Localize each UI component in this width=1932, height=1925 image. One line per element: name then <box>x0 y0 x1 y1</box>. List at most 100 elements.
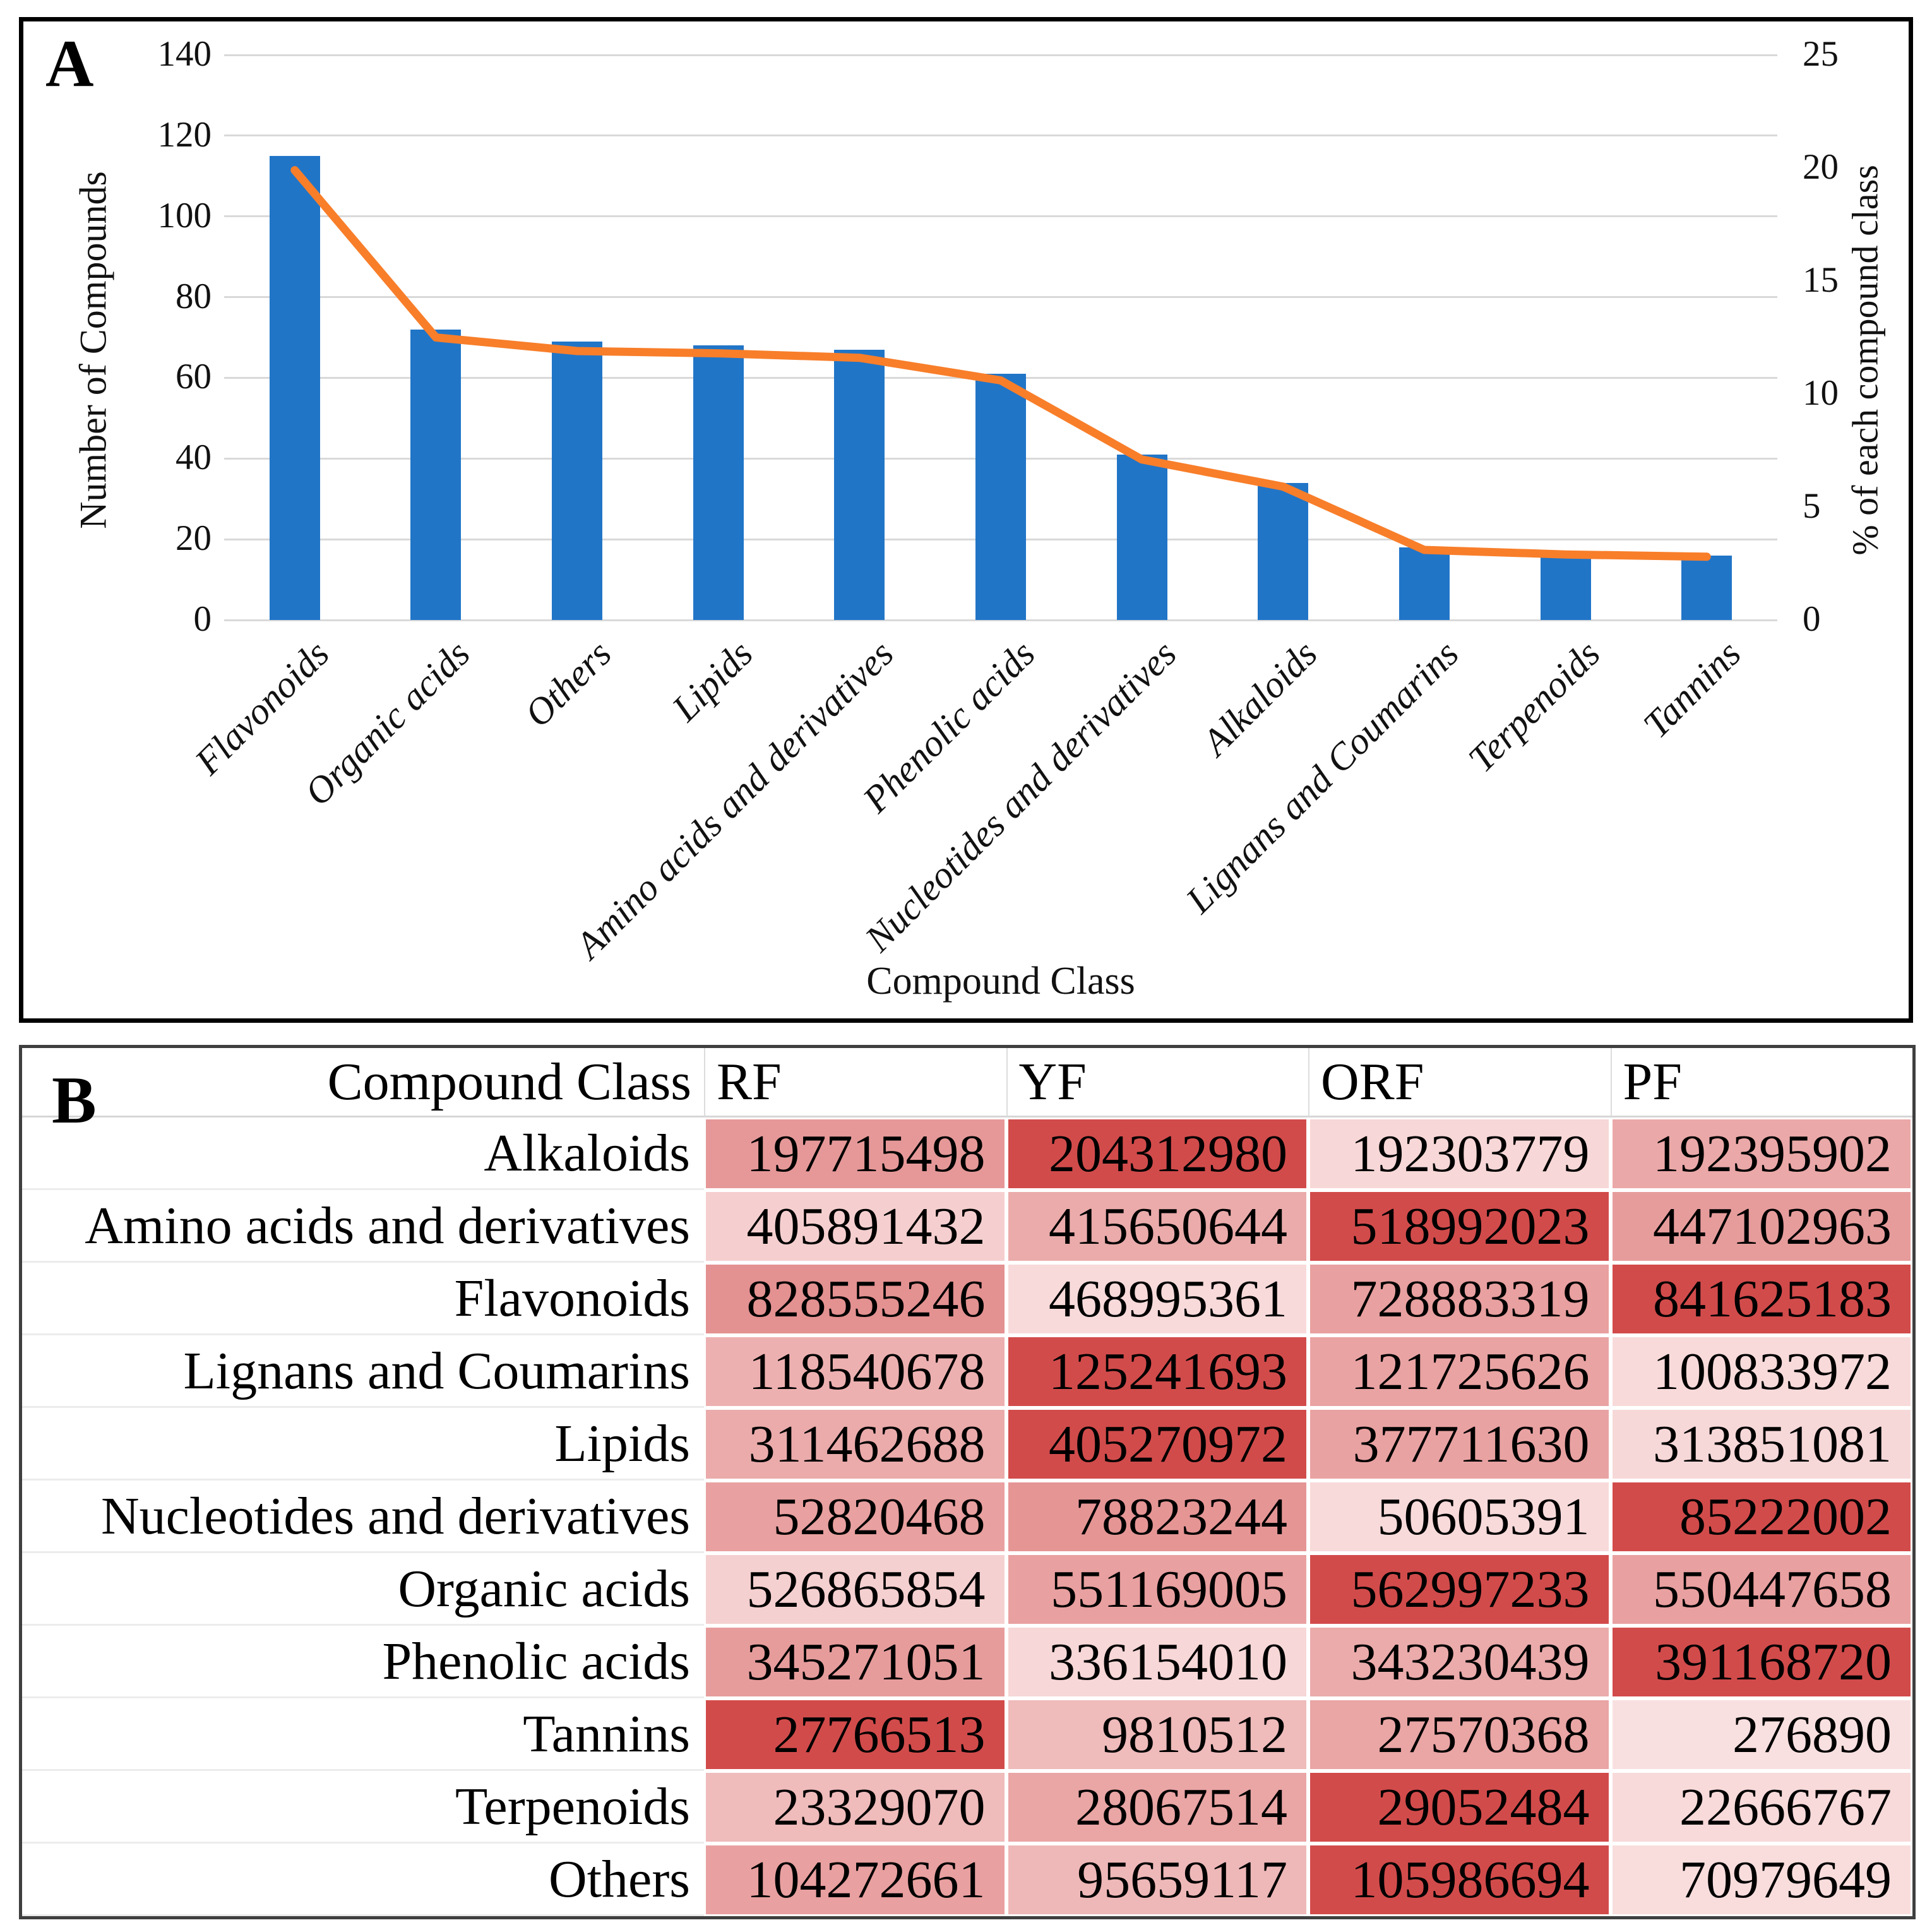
bar-terpenoids <box>1540 551 1591 620</box>
heatmap-cell-flavonoids-pf: 841625183 <box>1610 1263 1912 1335</box>
panel-b-label: B <box>52 1063 97 1137</box>
gridline <box>224 215 1777 218</box>
right-axis-tick: 10 <box>1803 373 1839 413</box>
heatmap-cell-terpenoids-yf: 28067514 <box>1006 1771 1308 1844</box>
left-axis-tick: 40 <box>176 438 212 478</box>
heatmap-cell-others-yf: 95659117 <box>1006 1844 1308 1916</box>
heatmap-cell-tannins-yf: 9810512 <box>1006 1698 1308 1771</box>
row-label-amino-acids-and-derivatives: Amino acids and derivatives <box>22 1190 704 1263</box>
column-header-compound-class: Compound Class <box>22 1048 704 1117</box>
right-axis-tick: 20 <box>1803 147 1839 187</box>
row-label-terpenoids: Terpenoids <box>22 1771 704 1844</box>
right-axis-tick: 15 <box>1803 260 1839 300</box>
heatmap-cell-organic-acids-rf: 526865854 <box>704 1553 1006 1626</box>
heatmap-cell-nucleotides-and-derivatives-orf: 50605391 <box>1308 1481 1611 1553</box>
heatmap-cell-phenolic-acids-orf: 343230439 <box>1308 1626 1611 1698</box>
row-label-tannins: Tannins <box>22 1698 704 1771</box>
right-axis-tick: 0 <box>1803 599 1821 639</box>
row-label-nucleotides-and-derivatives: Nucleotides and derivatives <box>22 1481 704 1553</box>
bar-phenolic-acids <box>975 374 1026 620</box>
heatmap-cell-organic-acids-pf: 550447658 <box>1610 1553 1912 1626</box>
left-axis-title: Number of Compounds <box>72 171 114 529</box>
heatmap-cell-lignans-and-coumarins-yf: 125241693 <box>1006 1335 1308 1408</box>
heatmap-cell-lipids-yf: 405270972 <box>1006 1408 1308 1481</box>
heatmap-cell-others-pf: 70979649 <box>1610 1844 1912 1916</box>
right-axis-tick: 5 <box>1803 486 1821 526</box>
heatmap-table: Compound Class RF YF ORF PF Alkaloids 19771549… <box>19 1045 1916 1919</box>
heatmap-cell-flavonoids-rf: 828555246 <box>704 1263 1006 1335</box>
heatmap-cell-amino-acids-and-derivatives-rf: 405891432 <box>704 1190 1006 1263</box>
right-axis-title: % of each compound class <box>1844 165 1886 556</box>
heatmap-cell-tannins-pf: 276890 <box>1610 1698 1912 1771</box>
heatmap-cell-alkaloids-orf: 192303779 <box>1308 1117 1611 1190</box>
row-label-phenolic-acids: Phenolic acids <box>22 1626 704 1698</box>
heatmap-cell-amino-acids-and-derivatives-orf: 518992023 <box>1308 1190 1611 1263</box>
heatmap-cell-lignans-and-coumarins-rf: 118540678 <box>704 1335 1006 1408</box>
left-axis-tick: 100 <box>157 195 212 235</box>
heatmap-cell-nucleotides-and-derivatives-rf: 52820468 <box>704 1481 1006 1553</box>
column-header-pf: PF <box>1610 1048 1912 1117</box>
heatmap-cell-organic-acids-yf: 551169005 <box>1006 1553 1308 1626</box>
heatmap-cell-lipids-pf: 313851081 <box>1610 1408 1912 1481</box>
bar-flavonoids <box>269 155 320 620</box>
heatmap-cell-others-rf: 104272661 <box>704 1844 1006 1916</box>
heatmap-cell-alkaloids-yf: 204312980 <box>1006 1117 1308 1190</box>
column-header-yf: YF <box>1006 1048 1308 1117</box>
left-axis-tick: 0 <box>193 599 212 639</box>
heatmap-cell-organic-acids-orf: 562997233 <box>1308 1553 1611 1626</box>
heatmap-cell-alkaloids-pf: 192395902 <box>1610 1117 1912 1190</box>
heatmap-cell-phenolic-acids-pf: 391168720 <box>1610 1626 1912 1698</box>
heatmap-cell-phenolic-acids-yf: 336154010 <box>1006 1626 1308 1698</box>
heatmap-cell-flavonoids-yf: 468995361 <box>1006 1263 1308 1335</box>
heatmap-cell-flavonoids-orf: 728883319 <box>1308 1263 1611 1335</box>
percent-line-series <box>290 166 1711 561</box>
bar-tannins <box>1681 555 1732 620</box>
heatmap-cell-amino-acids-and-derivatives-yf: 415650644 <box>1006 1190 1308 1263</box>
heatmap-cell-terpenoids-orf: 29052484 <box>1308 1771 1611 1844</box>
heatmap-cell-lipids-orf: 377711630 <box>1308 1408 1611 1481</box>
bar-lignans-and-coumarins <box>1398 547 1450 620</box>
panel-a-frame <box>19 17 1913 1023</box>
column-header-orf: ORF <box>1308 1048 1611 1117</box>
left-axis-tick: 140 <box>157 34 212 74</box>
left-axis-tick: 80 <box>176 276 212 316</box>
heatmap-cell-amino-acids-and-derivatives-pf: 447102963 <box>1610 1190 1912 1263</box>
heatmap-cell-nucleotides-and-derivatives-yf: 78823244 <box>1006 1481 1308 1553</box>
right-axis-tick: 25 <box>1803 34 1839 74</box>
bar-organic-acids <box>410 329 462 620</box>
heatmap-cell-lignans-and-coumarins-orf: 121725626 <box>1308 1335 1611 1408</box>
heatmap-cell-lipids-rf: 311462688 <box>704 1408 1006 1481</box>
bar-amino-acids-and-derivatives <box>834 349 885 620</box>
panel-a-label: A <box>45 27 94 100</box>
bar-lipids <box>693 345 744 620</box>
heatmap-cell-phenolic-acids-rf: 345271051 <box>704 1626 1006 1698</box>
heatmap-cell-nucleotides-and-derivatives-pf: 85222002 <box>1610 1481 1912 1553</box>
gridline <box>224 619 1777 621</box>
row-label-organic-acids: Organic acids <box>22 1553 704 1626</box>
heatmap-cell-terpenoids-pf: 22666767 <box>1610 1771 1912 1844</box>
row-label-alkaloids: Alkaloids <box>22 1117 704 1190</box>
left-axis-tick: 120 <box>157 114 212 155</box>
heatmap-cell-alkaloids-rf: 197715498 <box>704 1117 1006 1190</box>
left-axis-tick: 60 <box>176 357 212 397</box>
heatmap-cell-tannins-orf: 27570368 <box>1308 1698 1611 1771</box>
row-label-lignans-and-coumarins: Lignans and Coumarins <box>22 1335 704 1408</box>
row-label-others: Others <box>22 1844 704 1916</box>
gridline <box>224 134 1777 137</box>
row-label-flavonoids: Flavonoids <box>22 1263 704 1335</box>
heatmap-cell-terpenoids-rf: 23329070 <box>704 1771 1006 1844</box>
heatmap-cell-tannins-rf: 27766513 <box>704 1698 1006 1771</box>
bar-alkaloids <box>1258 482 1309 620</box>
bar-others <box>552 341 603 620</box>
bar-nucleotides-and-derivatives <box>1116 454 1167 620</box>
column-header-rf: RF <box>704 1048 1006 1117</box>
x-axis-title: Compound Class <box>866 960 1135 1003</box>
heatmap-cell-lignans-and-coumarins-pf: 100833972 <box>1610 1335 1912 1408</box>
left-axis-tick: 20 <box>176 518 212 559</box>
gridline <box>224 296 1777 299</box>
heatmap-cell-others-orf: 105986694 <box>1308 1844 1611 1916</box>
row-label-lipids: Lipids <box>22 1408 704 1481</box>
gridline <box>224 54 1777 56</box>
line-path <box>290 166 1711 561</box>
